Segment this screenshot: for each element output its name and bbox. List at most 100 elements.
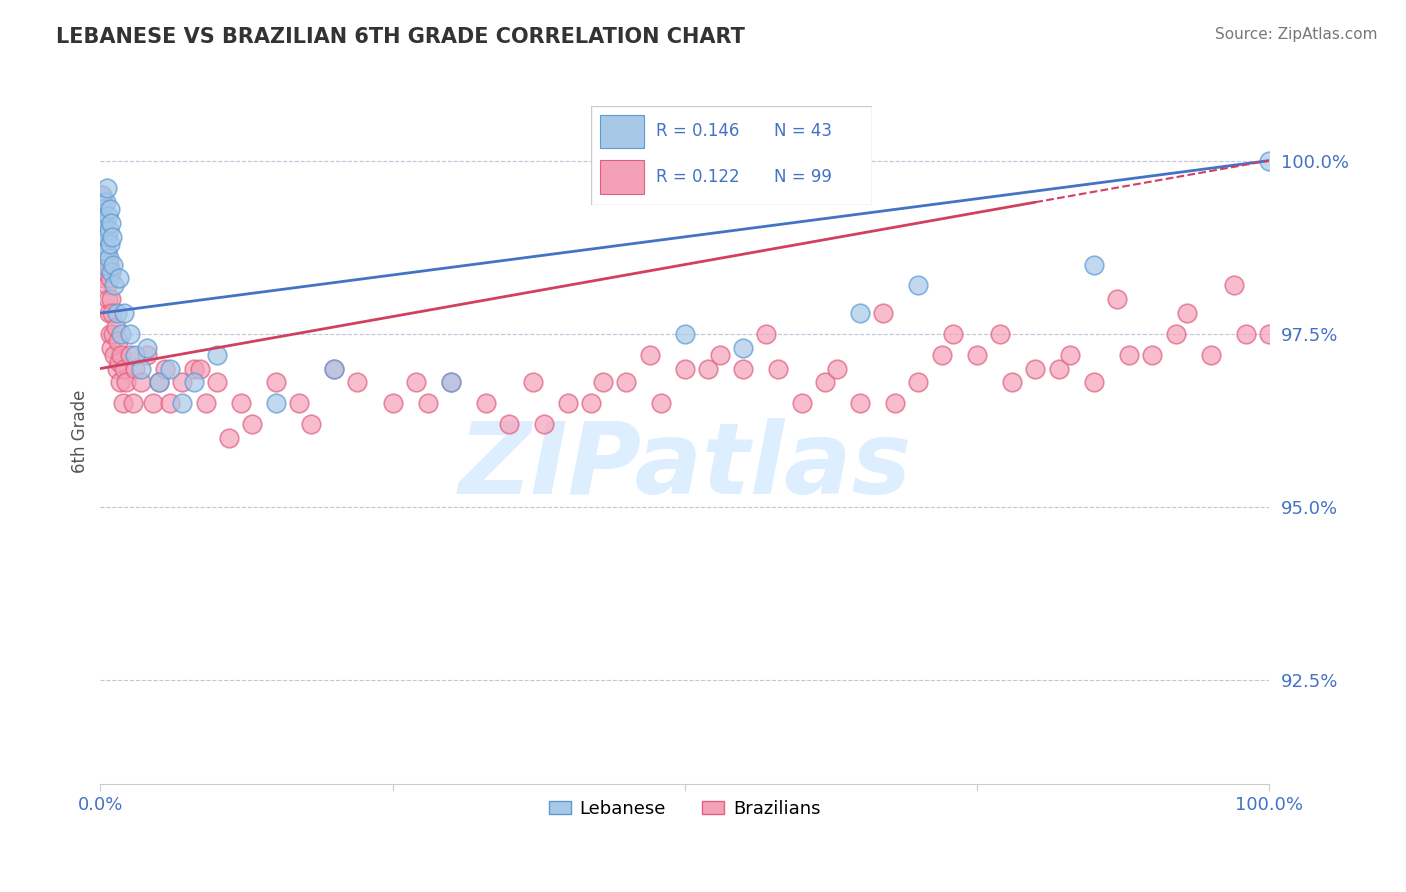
Point	[299, 417, 322, 431]
Point	[104, 320, 127, 334]
Point	[1107, 292, 1129, 306]
Point	[849, 306, 872, 320]
Point	[766, 361, 789, 376]
Point	[475, 396, 498, 410]
Point	[110, 326, 132, 341]
Point	[1258, 153, 1281, 168]
Point	[105, 361, 128, 376]
Point	[90, 209, 112, 223]
Point	[1223, 278, 1246, 293]
Point	[650, 396, 672, 410]
Point	[97, 209, 120, 223]
Point	[1024, 361, 1046, 376]
Point	[98, 223, 121, 237]
Point	[97, 258, 120, 272]
Point	[112, 306, 135, 320]
Point	[907, 278, 929, 293]
Point	[98, 326, 121, 341]
Point	[229, 396, 252, 410]
Point	[103, 278, 125, 293]
Point	[172, 396, 194, 410]
Point	[98, 271, 121, 285]
Point	[323, 361, 346, 376]
Point	[1083, 376, 1105, 390]
Point	[416, 396, 439, 410]
Point	[94, 216, 117, 230]
Point	[94, 195, 117, 210]
Point	[183, 361, 205, 376]
Point	[91, 236, 114, 251]
Point	[97, 251, 120, 265]
Point	[884, 396, 907, 410]
Point	[100, 216, 122, 230]
Point	[1083, 258, 1105, 272]
Point	[96, 230, 118, 244]
Point	[129, 361, 152, 376]
Point	[579, 396, 602, 410]
Point	[907, 376, 929, 390]
Point	[592, 376, 614, 390]
Point	[96, 278, 118, 293]
Point	[709, 348, 731, 362]
Point	[755, 326, 778, 341]
Point	[218, 431, 240, 445]
Point	[825, 361, 848, 376]
Point	[1059, 348, 1081, 362]
Point	[136, 348, 159, 362]
Point	[148, 376, 170, 390]
Point	[323, 361, 346, 376]
Point	[100, 341, 122, 355]
Point	[1047, 361, 1070, 376]
Point	[264, 396, 287, 410]
Point	[153, 361, 176, 376]
Point	[110, 376, 132, 390]
Point	[931, 348, 953, 362]
Point	[98, 236, 121, 251]
Point	[142, 396, 165, 410]
Point	[1234, 326, 1257, 341]
Point	[91, 195, 114, 210]
Point	[93, 258, 115, 272]
Point	[183, 376, 205, 390]
Point	[1199, 348, 1222, 362]
Point	[790, 396, 813, 410]
Point	[533, 417, 555, 431]
Point	[100, 292, 122, 306]
Point	[101, 230, 124, 244]
Point	[440, 376, 463, 390]
Point	[638, 348, 661, 362]
Point	[93, 223, 115, 237]
Point	[498, 417, 520, 431]
Legend: Lebanese, Brazilians: Lebanese, Brazilians	[541, 792, 828, 825]
Point	[1118, 348, 1140, 362]
Point	[159, 396, 181, 410]
Point	[118, 348, 141, 362]
Point	[405, 376, 427, 390]
Point	[103, 348, 125, 362]
Point	[108, 354, 131, 368]
Point	[614, 376, 637, 390]
Point	[94, 216, 117, 230]
Point	[90, 188, 112, 202]
Point	[205, 348, 228, 362]
Point	[148, 376, 170, 390]
Point	[1175, 306, 1198, 320]
Point	[942, 326, 965, 341]
Point	[112, 361, 135, 376]
Point	[107, 334, 129, 348]
Point	[96, 244, 118, 258]
Point	[124, 361, 146, 376]
Point	[1140, 348, 1163, 362]
Text: ZIPatlas: ZIPatlas	[458, 417, 911, 515]
Point	[108, 271, 131, 285]
Point	[814, 376, 837, 390]
Point	[91, 236, 114, 251]
Point	[288, 396, 311, 410]
Y-axis label: 6th Grade: 6th Grade	[72, 389, 89, 473]
Point	[673, 326, 696, 341]
Point	[966, 348, 988, 362]
Point	[103, 326, 125, 341]
Point	[1164, 326, 1187, 341]
Point	[1258, 326, 1281, 341]
Point	[94, 258, 117, 272]
